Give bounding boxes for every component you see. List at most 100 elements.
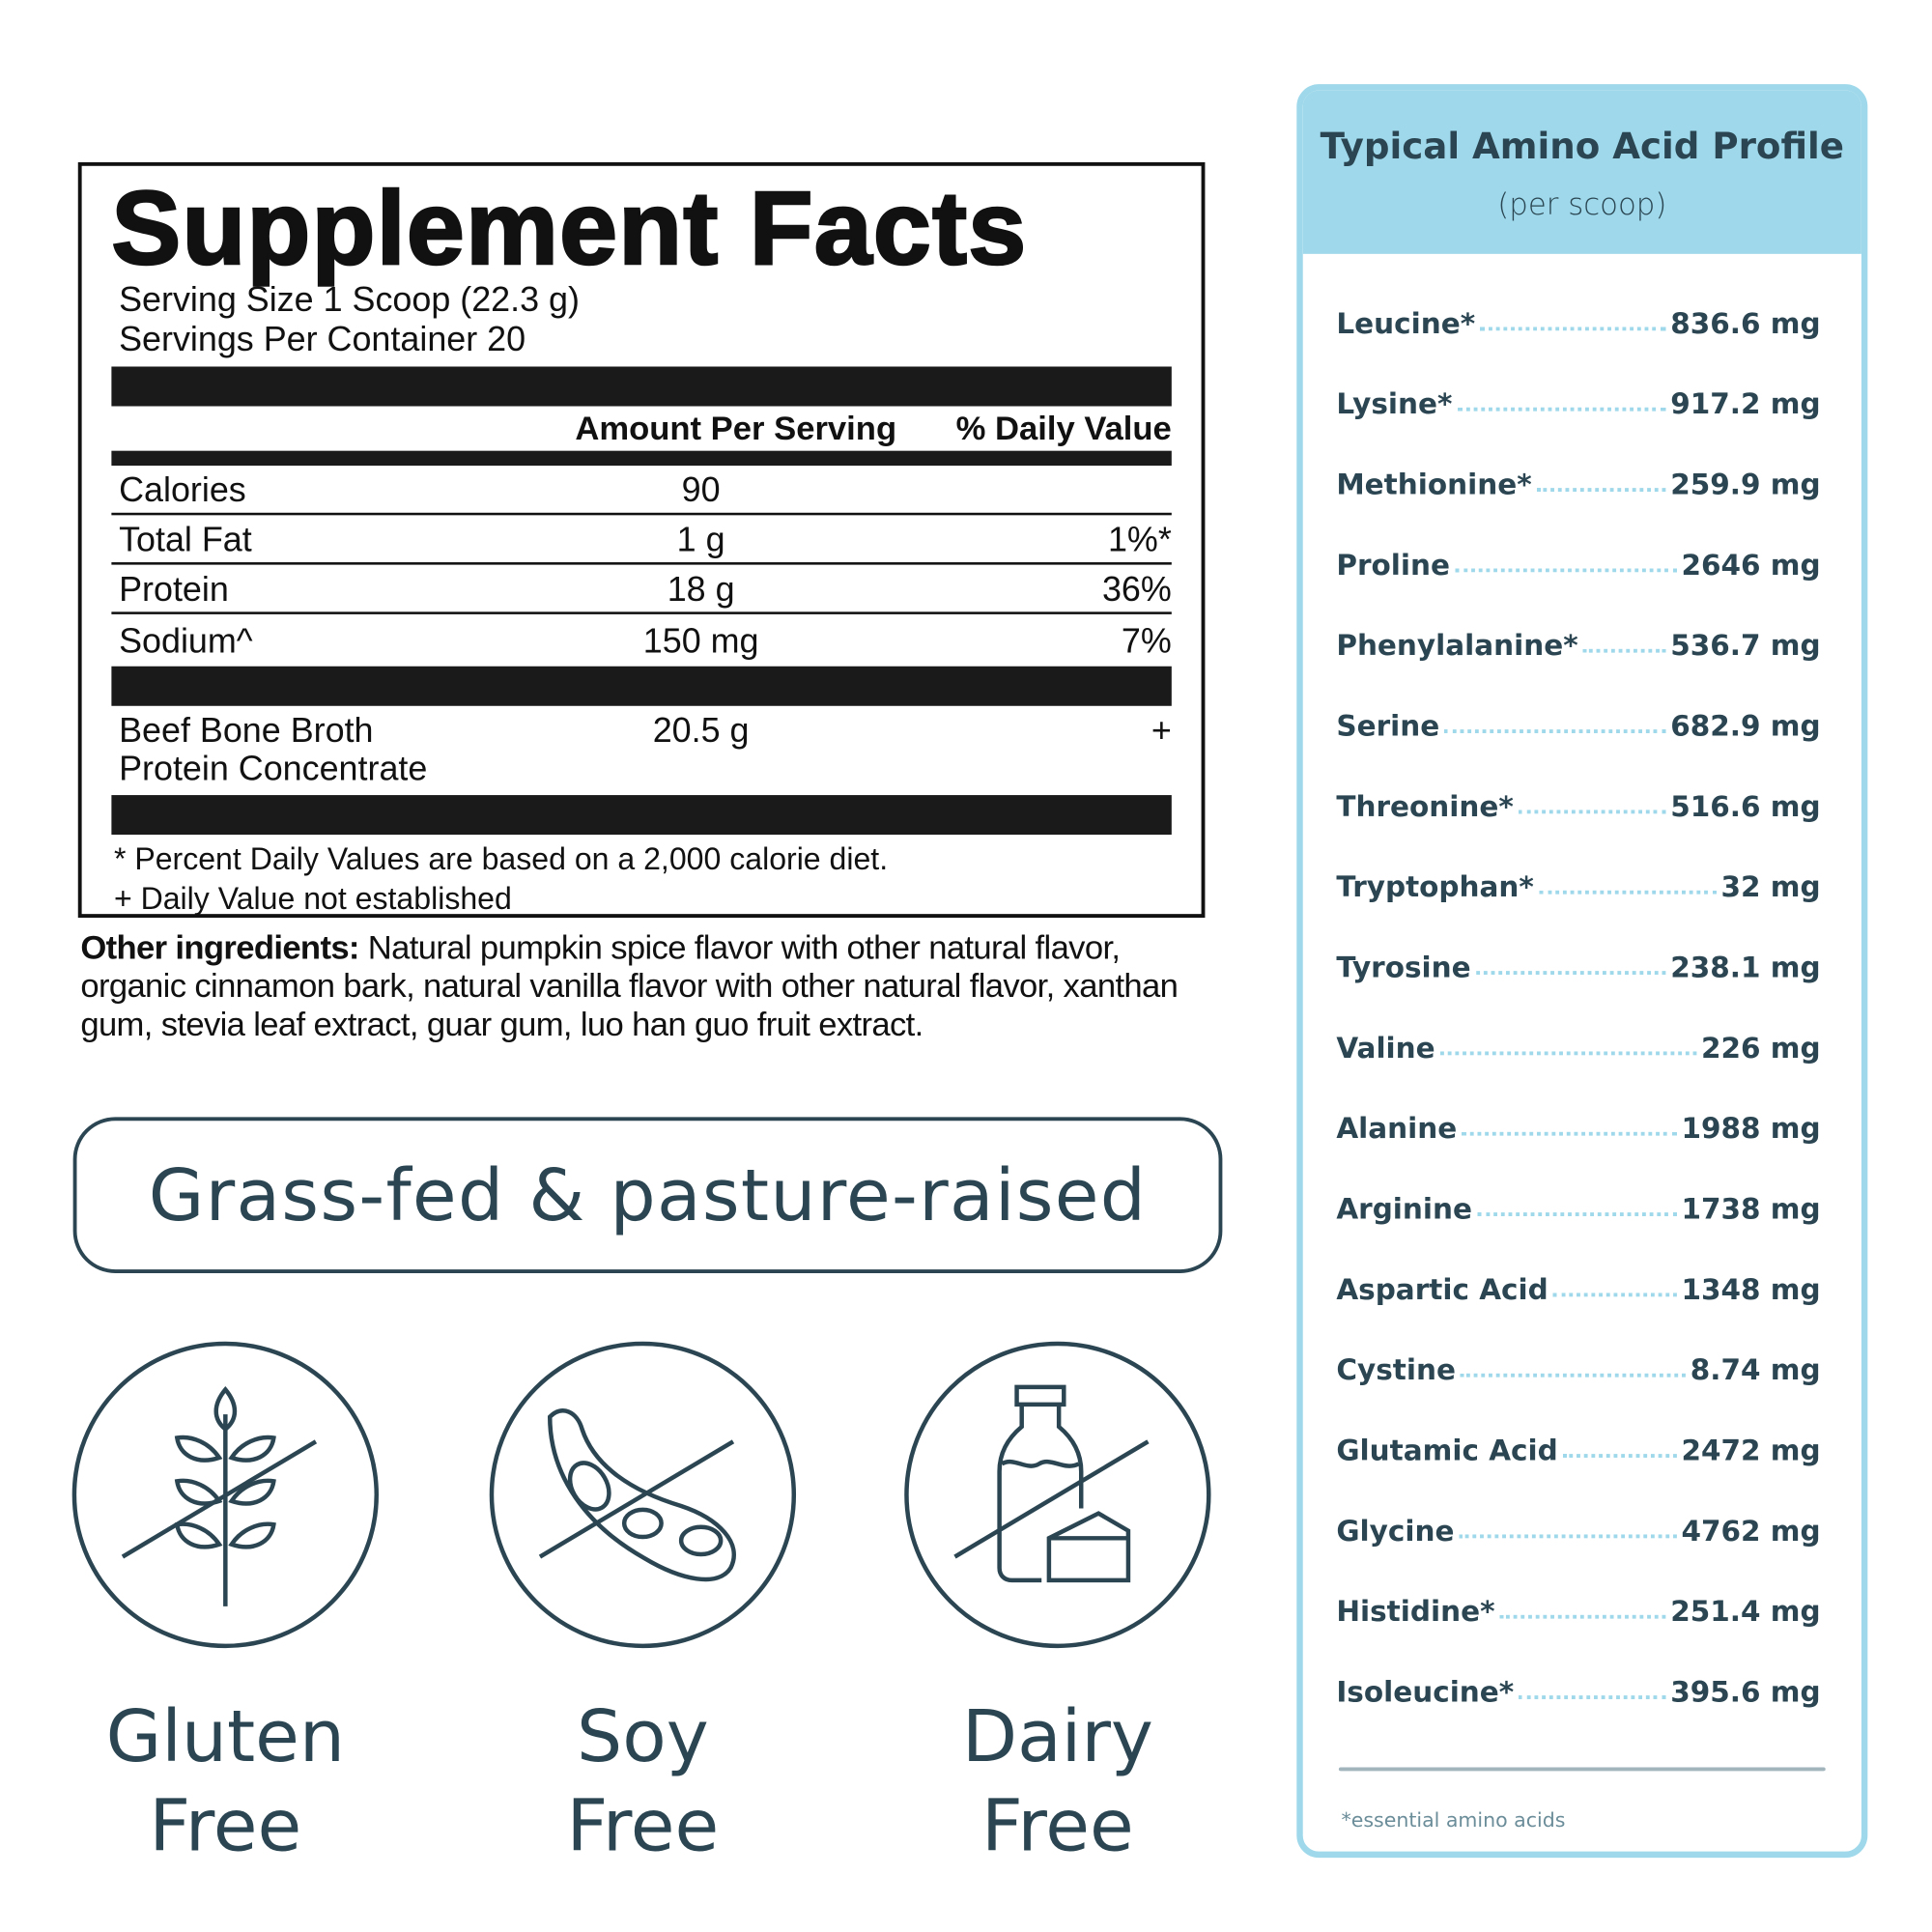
amino-value: 1348 mg [1681, 1274, 1821, 1307]
dot-leader [1552, 1293, 1677, 1297]
amino-name: Glycine [1336, 1516, 1455, 1548]
dot-leader [1582, 648, 1666, 653]
ingredient-name-line: Protein Concentrate [119, 749, 428, 788]
amino-value: 259.9 mg [1670, 469, 1821, 502]
supplement-facts-panel: Supplement Facts Serving Size 1 Scoop (2… [77, 161, 1206, 918]
nutrient-name: Protein [119, 569, 229, 609]
wheat-crossed-icon [71, 1341, 379, 1649]
amino-value: 226 mg [1700, 1033, 1821, 1065]
divider-bar [111, 666, 1172, 706]
amino-name: Cystine [1336, 1354, 1456, 1387]
amino-name: Alanine [1336, 1113, 1458, 1146]
nutrient-amount: 18 g [667, 569, 735, 609]
nutrient-dv: 1%* [1107, 520, 1172, 559]
amino-row: Tryptophan* 32 mg [1336, 872, 1820, 952]
nutrient-name: Sodium^ [119, 621, 253, 661]
amino-value: 251.4 mg [1670, 1596, 1821, 1629]
amino-row: Histidine* 251.4 mg [1336, 1597, 1820, 1677]
servings-per-container: Servings Per Container 20 [119, 319, 526, 358]
dot-leader [1538, 890, 1717, 895]
nutrient-row: Total Fat 1 g 1%* [111, 515, 1172, 565]
amino-value: 2646 mg [1681, 550, 1821, 582]
serving-size: Serving Size 1 Scoop (22.3 g) [119, 279, 580, 319]
amino-value: 516.6 mg [1670, 791, 1821, 824]
amino-name: Lysine* [1336, 388, 1453, 421]
divider-bar [111, 366, 1172, 407]
amino-value: 836.6 mg [1670, 308, 1821, 341]
dv-header: % Daily Value [955, 410, 1172, 447]
dot-leader [1480, 327, 1666, 331]
amino-name: Isoleucine* [1336, 1676, 1515, 1710]
dot-leader [1462, 1131, 1677, 1136]
nutrient-row: Sodium^ 150 mg 7% [111, 614, 1172, 664]
other-ingredients-text: Natural pumpkin spice flavor with other … [80, 928, 1179, 1043]
amino-row: Tyrosine 238.1 mg [1336, 952, 1820, 1033]
amino-row: Methionine* 259.9 mg [1336, 469, 1820, 550]
amino-value: 8.74 mg [1690, 1354, 1821, 1387]
dot-leader [1461, 1373, 1686, 1378]
dot-leader [1457, 407, 1666, 412]
dot-leader [1455, 568, 1677, 573]
amino-header: Typical Amino Acid Profile (per scoop) [1302, 90, 1861, 254]
amino-value: 395.6 mg [1670, 1676, 1821, 1710]
dot-leader [1499, 1614, 1666, 1619]
dot-leader [1562, 1454, 1677, 1458]
claim-banner: Grass-fed & pasture-raised [72, 1117, 1223, 1273]
nutrient-dv: 36% [1101, 569, 1172, 609]
amino-row: Serine 682.9 mg [1336, 711, 1820, 791]
dot-leader [1477, 1212, 1677, 1216]
divider [1338, 1767, 1826, 1772]
amino-value: 682.9 mg [1670, 710, 1821, 744]
nutrient-name: Calories [119, 470, 246, 509]
ingredient-name: Beef Bone Broth Protein Concentrate [119, 711, 577, 790]
milk-cheese-crossed-icon [904, 1341, 1211, 1649]
nutrient-amount: 1 g [676, 520, 725, 559]
other-ingredients: Other ingredients: Natural pumpkin spice… [80, 929, 1219, 1044]
amino-value: 1738 mg [1681, 1193, 1821, 1227]
ingredient-dv: + [1151, 710, 1172, 750]
dot-leader [1444, 729, 1666, 733]
amino-subtitle: (per scoop) [1497, 186, 1667, 222]
amino-value: 32 mg [1720, 871, 1821, 904]
amino-row: Arginine 1738 mg [1336, 1194, 1820, 1274]
badge-line: Gluten [105, 1693, 346, 1779]
nutrient-name: Total Fat [119, 520, 252, 559]
amino-value: 2472 mg [1681, 1435, 1821, 1468]
amino-row: Alanine 1988 mg [1336, 1114, 1820, 1194]
nutrient-amount: 150 mg [642, 621, 759, 661]
soybean-crossed-icon [489, 1341, 797, 1649]
amino-name: Phenylalanine* [1336, 630, 1578, 663]
dot-leader [1475, 971, 1666, 975]
divider-bar [111, 795, 1172, 836]
amino-value: 238.1 mg [1670, 952, 1821, 985]
amino-name: Histidine* [1336, 1596, 1495, 1629]
dot-leader [1536, 488, 1666, 492]
amino-name: Valine [1336, 1033, 1435, 1065]
amino-value: 536.7 mg [1670, 630, 1821, 663]
nutrient-amount: 90 [681, 470, 721, 509]
amino-row: Glycine 4762 mg [1336, 1516, 1820, 1596]
footnote: + Daily Value not established [113, 881, 512, 917]
badge-line: Dairy [961, 1693, 1153, 1779]
column-headers: Amount Per Serving % Daily Value [111, 407, 1171, 451]
dot-leader [1459, 1534, 1677, 1539]
dot-leader [1518, 810, 1666, 814]
amino-row: Cystine 8.74 mg [1336, 1355, 1820, 1435]
amino-title: Typical Amino Acid Profile [1320, 125, 1844, 168]
amino-name: Proline [1336, 550, 1450, 582]
divider-bar [111, 450, 1172, 467]
amino-value: 1988 mg [1681, 1113, 1821, 1146]
ingredient-row: Beef Bone Broth Protein Concentrate 20.5 … [111, 706, 1172, 795]
badge-gluten-free: Gluten Free [71, 1340, 381, 1870]
amino-acid-panel: Typical Amino Acid Profile (per scoop) L… [1296, 84, 1868, 1859]
badge-line: Free [149, 1783, 302, 1868]
amino-value: 4762 mg [1681, 1516, 1821, 1548]
amino-row: Glutamic Acid 2472 mg [1336, 1435, 1820, 1516]
nutrient-row: Protein 18 g 36% [111, 565, 1172, 614]
ingredient-name-line: Beef Bone Broth [119, 710, 374, 750]
other-ingredients-label: Other ingredients: [80, 928, 359, 966]
ingredient-amount: 20.5 g [652, 710, 750, 750]
badge-line: Free [566, 1783, 720, 1868]
amino-name: Tyrosine [1336, 952, 1471, 985]
amino-name: Serine [1336, 710, 1440, 744]
